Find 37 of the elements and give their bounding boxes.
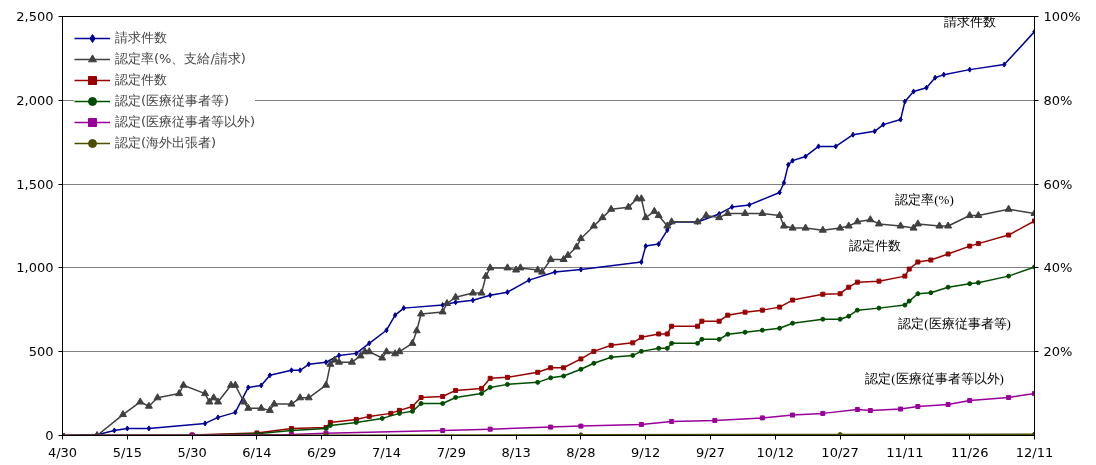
legend-label: 請求件数 xyxy=(115,29,167,47)
x-tick-label: 11/26 xyxy=(950,444,989,460)
annotation: 認定件数 xyxy=(848,238,901,254)
y-tick-label: 1,500 xyxy=(16,176,54,192)
y2-tick-label: 20% xyxy=(1043,344,1073,360)
x-tick-label: 8/28 xyxy=(566,444,596,460)
x-tick-label: 10/12 xyxy=(756,444,795,460)
x-tick-label: 5/30 xyxy=(177,444,207,460)
annotation: 認定(医療従事者等) xyxy=(898,315,1011,331)
x-tick-label: 12/11 xyxy=(1015,444,1054,460)
x-tick-label: 9/27 xyxy=(695,444,726,460)
x-tick-label: 9/12 xyxy=(631,444,661,460)
y-tick-label: 1,000 xyxy=(16,260,54,276)
legend-label: 認定(医療従事者等以外) xyxy=(115,113,256,131)
y-tick-label: 500 xyxy=(28,344,54,360)
x-tick-label: 11/11 xyxy=(886,444,924,460)
annotation: 認定(医療従事者等以外) xyxy=(865,371,1004,387)
x-tick-label: 6/14 xyxy=(242,444,272,460)
y2-tick-label: 60% xyxy=(1043,176,1073,192)
y-tick-label: 0 xyxy=(45,428,54,443)
legend-label: 認定件数 xyxy=(115,71,167,89)
y-tick-label: 2,000 xyxy=(16,92,54,108)
legend-label: 認定(医療従事者等) xyxy=(115,92,230,110)
x-tick-label: 5/15 xyxy=(112,444,142,460)
x-tick-label: 10/27 xyxy=(821,444,859,460)
annotation: 認定率(%) xyxy=(895,191,954,207)
y-tick-label: 2,500 xyxy=(16,9,54,24)
y2-tick-label: 100% xyxy=(1043,9,1081,24)
x-tick-label: 8/13 xyxy=(501,444,531,460)
legend-label: 認定(海外出張者) xyxy=(115,134,217,152)
legend-label: 認定率(%、支給/請求) xyxy=(115,50,246,68)
y2-tick-label: 80% xyxy=(1043,92,1073,108)
x-tick-label: 7/14 xyxy=(371,444,402,460)
x-tick-label: 4/30 xyxy=(47,444,78,460)
y2-tick-label: 40% xyxy=(1043,260,1073,276)
x-tick-label: 6/29 xyxy=(307,444,337,460)
x-tick-label: 7/29 xyxy=(436,444,466,460)
